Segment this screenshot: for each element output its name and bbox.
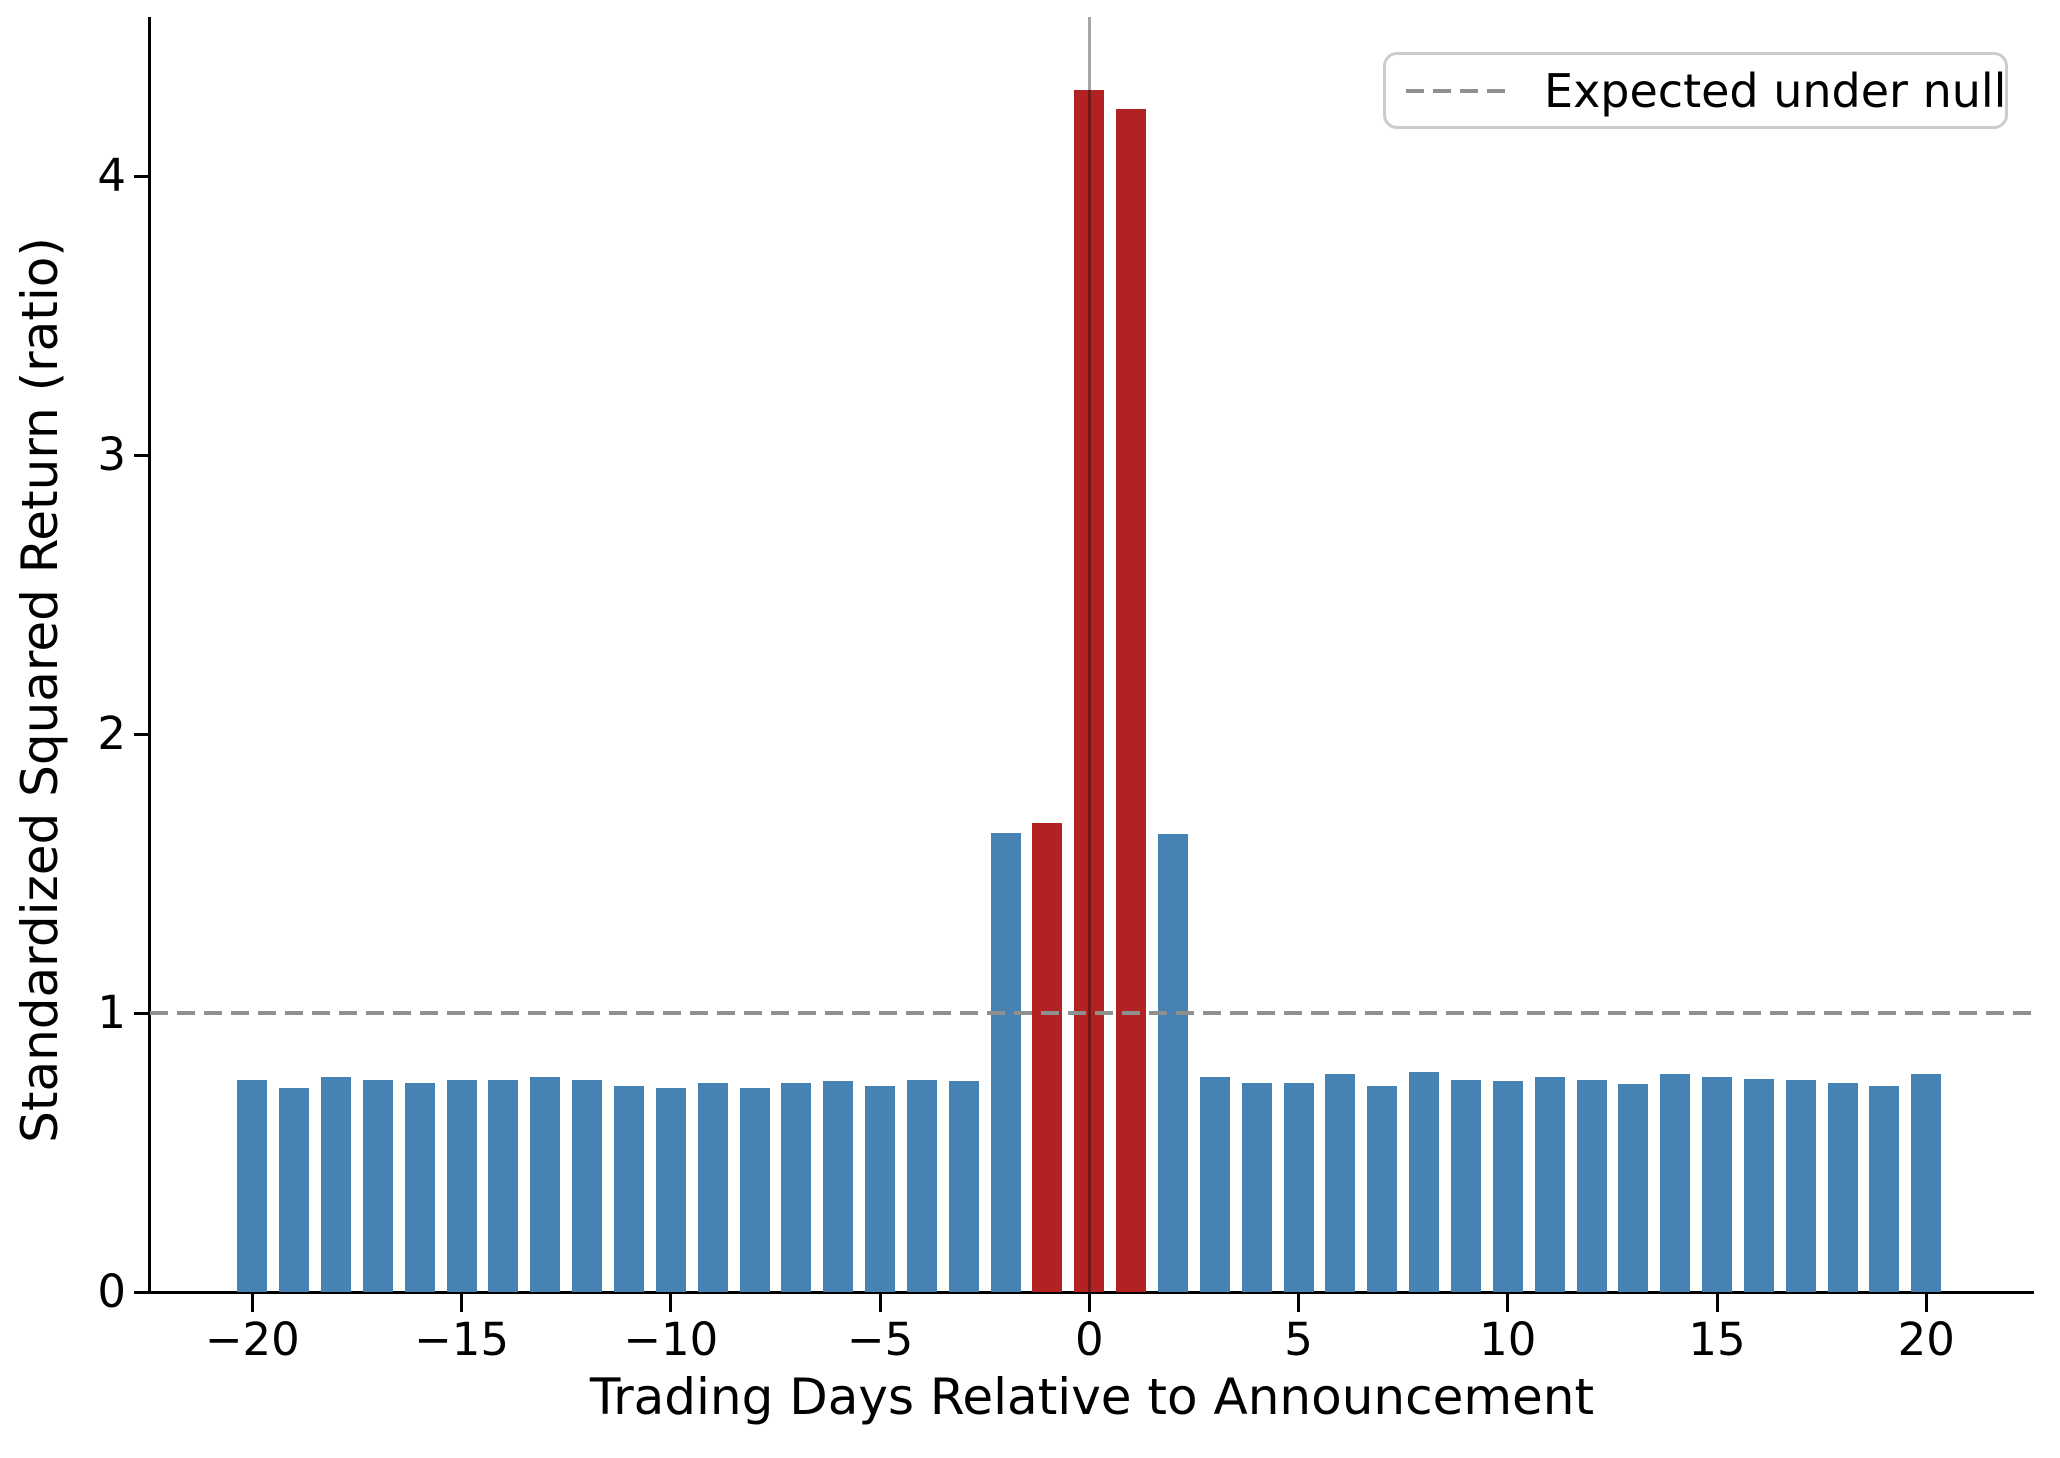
bar-day-19 (1869, 1085, 1900, 1292)
bar-day--2 (990, 833, 1021, 1292)
bar-day-13 (1618, 1084, 1649, 1292)
y-tick-1 (134, 1011, 149, 1015)
bar-day-4 (1241, 1082, 1272, 1292)
x-tick-5 (1297, 1294, 1301, 1312)
bar-day--12 (572, 1079, 603, 1292)
bar-day--14 (488, 1079, 519, 1292)
x-tick--10 (669, 1294, 673, 1312)
x-tick-label-5: 5 (1284, 1313, 1313, 1366)
bar-day-18 (1827, 1082, 1858, 1292)
x-tick-label-10: 10 (1479, 1313, 1537, 1366)
x-tick-0 (1087, 1294, 1091, 1312)
bar-day--15 (446, 1079, 477, 1292)
x-tick-20 (1924, 1294, 1928, 1312)
bar-day-5 (1283, 1082, 1314, 1292)
bar-day-6 (1325, 1074, 1356, 1292)
y-tick-label-4: 4 (97, 149, 126, 202)
bar-day--19 (279, 1088, 310, 1292)
bar-day--8 (739, 1088, 770, 1292)
y-tick-label-3: 3 (97, 428, 126, 481)
bar-day-12 (1576, 1079, 1607, 1292)
bar-day--18 (321, 1077, 351, 1292)
bar-day--11 (613, 1085, 644, 1292)
x-axis-label: Trading Days Relative to Announcement (589, 1368, 1595, 1426)
bar-day--13 (530, 1077, 561, 1292)
y-axis-spine (148, 17, 151, 1294)
x-tick-label--15: −15 (414, 1313, 510, 1366)
x-tick--20 (250, 1294, 254, 1312)
expected-null-dashed-line (150, 1011, 2032, 1015)
legend-label: Expected under null (1544, 63, 2007, 118)
bar-day-15 (1702, 1077, 1733, 1292)
bar-day-3 (1199, 1077, 1230, 1292)
announcement-day-line (1087, 17, 1091, 1292)
bar-day-20 (1911, 1074, 1942, 1292)
y-tick-label-2: 2 (97, 707, 126, 760)
x-tick-label-20: 20 (1897, 1313, 1955, 1366)
bar-day--7 (781, 1082, 812, 1292)
bar-day--1 (1032, 823, 1063, 1292)
x-tick-label-0: 0 (1074, 1313, 1104, 1366)
legend: Expected under null (1383, 52, 2008, 129)
bar-day--17 (362, 1079, 393, 1292)
bar-day-10 (1492, 1081, 1523, 1292)
x-tick--5 (878, 1294, 882, 1312)
bar-day-1 (1116, 109, 1147, 1292)
dashed-line-legend-sample (1406, 88, 1510, 93)
x-tick-label-15: 15 (1688, 1313, 1746, 1366)
bar-day-2 (1158, 834, 1188, 1292)
y-tick-label-0: 0 (97, 1265, 126, 1318)
x-axis-spine (140, 1291, 2034, 1294)
bar-day-9 (1450, 1079, 1481, 1292)
bar-day--16 (404, 1082, 435, 1292)
y-axis-label: Standardized Squared Return (ratio) (11, 237, 69, 1143)
y-tick-0 (134, 1290, 149, 1294)
x-tick-label--10: −10 (623, 1313, 719, 1366)
bar-day-7 (1367, 1085, 1398, 1292)
bar-day--3 (948, 1081, 979, 1292)
bar-day--10 (655, 1088, 686, 1292)
bar-day--20 (237, 1079, 268, 1292)
bar-day-0 (1074, 89, 1105, 1292)
bar-day-11 (1534, 1077, 1565, 1292)
x-tick-10 (1506, 1294, 1510, 1312)
bar-day-16 (1743, 1078, 1774, 1292)
bar-day--6 (823, 1081, 854, 1292)
bar-day-14 (1660, 1074, 1691, 1292)
x-tick-15 (1715, 1294, 1719, 1312)
y-tick-2 (134, 732, 149, 736)
bar-day--9 (697, 1082, 728, 1292)
x-tick--15 (460, 1294, 464, 1312)
y-tick-4 (134, 174, 149, 178)
x-tick-label--20: −20 (204, 1313, 300, 1366)
bar-day--5 (865, 1085, 896, 1292)
y-tick-3 (134, 453, 149, 457)
x-tick-label--5: −5 (846, 1313, 914, 1366)
bar-day-17 (1785, 1079, 1816, 1292)
bar-day--4 (906, 1079, 937, 1292)
bar-day-8 (1409, 1071, 1440, 1292)
y-tick-label-1: 1 (97, 986, 126, 1039)
